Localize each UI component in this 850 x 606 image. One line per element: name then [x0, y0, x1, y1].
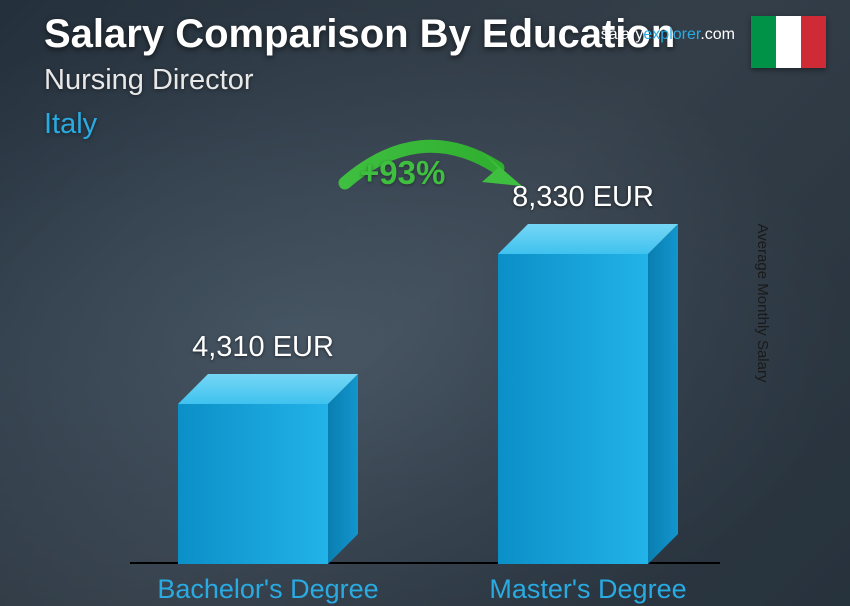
bar-value-label: 4,310 EUR [163, 331, 363, 364]
source-credit: salaryexplorer.com [601, 26, 735, 44]
italy-flag-icon [751, 16, 826, 68]
flag-stripe-1 [751, 16, 776, 68]
percent-increase-label: +93% [360, 154, 445, 192]
bar-front [498, 254, 648, 564]
source-prefix: salary [601, 26, 644, 43]
bar-top [498, 224, 678, 254]
increase-arrow: +93% [330, 128, 540, 218]
job-subtitle: Nursing Director [44, 64, 254, 97]
bar-front [178, 404, 328, 564]
bar-category-label: Bachelor's Degree [138, 574, 398, 605]
bar-category-label: Master's Degree [458, 574, 718, 605]
bar-top [178, 374, 358, 404]
flag-stripe-2 [776, 16, 801, 68]
page-title: Salary Comparison By Education [44, 12, 675, 57]
source-accent: explorer [643, 26, 700, 43]
source-suffix: .com [700, 26, 735, 43]
bar-side [648, 224, 678, 564]
infographic-container: Salary Comparison By Education Nursing D… [0, 0, 850, 606]
bar-side [328, 374, 358, 564]
flag-stripe-3 [801, 16, 826, 68]
